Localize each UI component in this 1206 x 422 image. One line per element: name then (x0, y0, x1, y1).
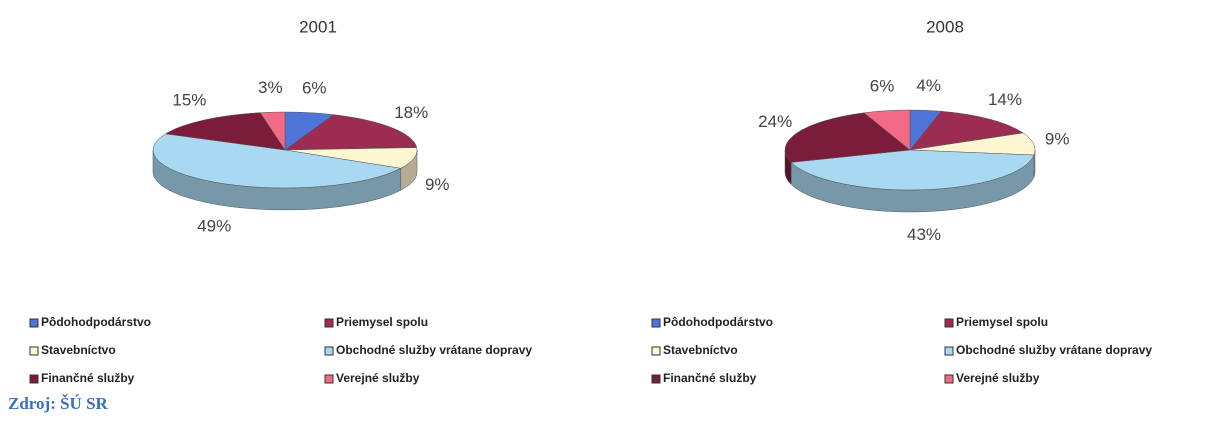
legend-swatch (324, 374, 334, 384)
legend-label: Verejné služby (336, 371, 420, 385)
slice (909, 110, 1024, 151)
legend-label: Priemysel spolu (336, 315, 428, 329)
legend-swatch (29, 374, 39, 384)
data-label: 24% (758, 112, 792, 131)
data-label: 6% (870, 77, 895, 96)
slice (790, 149, 1035, 191)
legend-label: Verejné služby (956, 371, 1040, 385)
legend-label: Stavebníctvo (41, 343, 116, 357)
data-label: 15% (172, 90, 206, 109)
data-label: 9% (425, 175, 450, 194)
source: Zdroj: ŠÚ SR (8, 394, 109, 413)
chart-title: 2008 (926, 17, 964, 36)
data-label: 49% (197, 217, 231, 236)
legend-label: Obchodné služby vrátane dopravy (336, 343, 532, 357)
legend-label: Finančné služby (663, 371, 757, 385)
legend-swatch (324, 346, 334, 356)
legend-label: Obchodné služby vrátane dopravy (956, 343, 1152, 357)
data-label: 4% (916, 76, 941, 95)
slice (863, 109, 911, 151)
legend-label: Pôdohodpodárstvo (41, 315, 151, 329)
data-label: 43% (907, 225, 941, 244)
legend-swatch (944, 374, 954, 384)
data-label: 18% (394, 103, 428, 122)
legend-swatch (651, 346, 661, 356)
data-label: 14% (988, 90, 1022, 109)
legend-swatch (29, 346, 39, 356)
slice (259, 111, 286, 151)
legend-swatch (651, 318, 661, 328)
slice (784, 112, 911, 163)
slice (284, 114, 418, 151)
data-label: 6% (302, 79, 327, 98)
legend-label: Finančné služby (41, 371, 135, 385)
data-label: 9% (1045, 129, 1070, 148)
legend-swatch (944, 346, 954, 356)
data-label: 3% (258, 78, 283, 97)
legend-swatch (324, 318, 334, 328)
slice (164, 112, 286, 151)
legend-label: Stavebníctvo (663, 343, 738, 357)
legend-label: Pôdohodpodárstvo (663, 315, 773, 329)
legend-swatch (651, 374, 661, 384)
slice (152, 133, 402, 189)
legend-swatch (29, 318, 39, 328)
legend-swatch (944, 318, 954, 328)
chart-title: 2001 (299, 17, 337, 36)
legend-label: Priemysel spolu (956, 315, 1048, 329)
